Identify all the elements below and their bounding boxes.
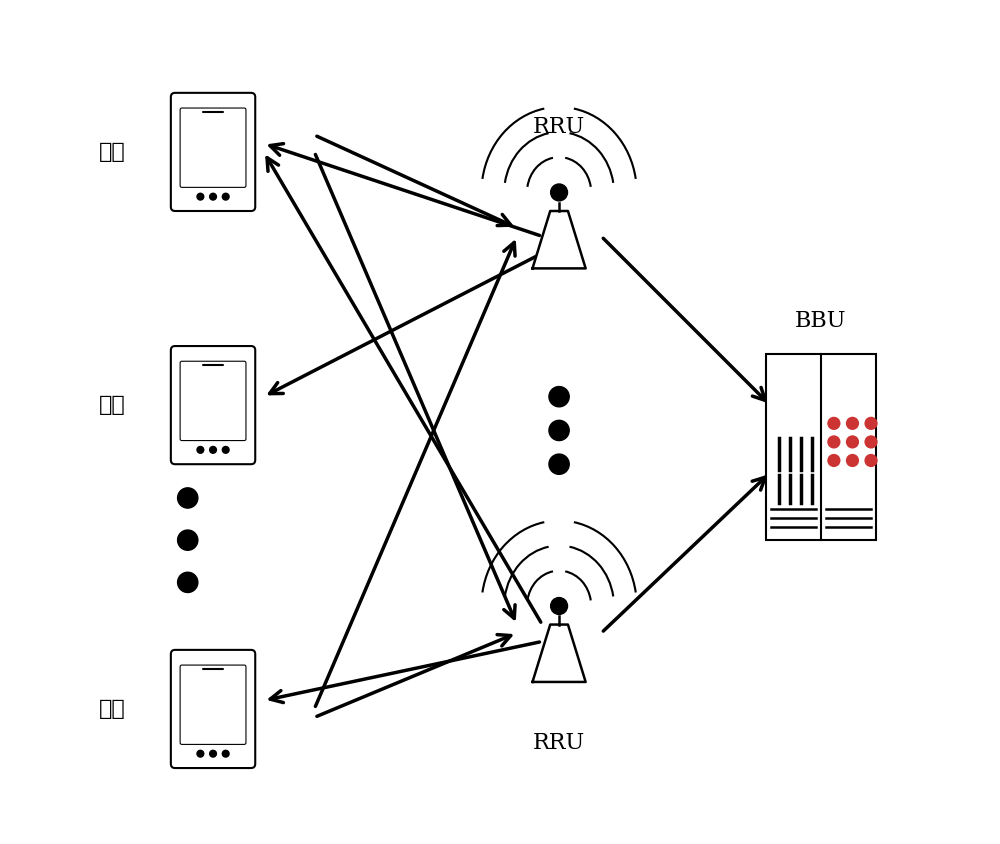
Polygon shape xyxy=(532,211,586,268)
FancyBboxPatch shape xyxy=(171,93,255,211)
Circle shape xyxy=(210,193,216,200)
Circle shape xyxy=(828,436,840,448)
FancyBboxPatch shape xyxy=(180,361,246,441)
Circle shape xyxy=(210,446,216,453)
Text: 终端: 终端 xyxy=(98,142,125,162)
Circle shape xyxy=(828,455,840,467)
Circle shape xyxy=(549,387,569,407)
Bar xyxy=(766,354,876,540)
Circle shape xyxy=(865,455,877,467)
Circle shape xyxy=(865,418,877,430)
Circle shape xyxy=(222,446,229,453)
Polygon shape xyxy=(532,625,586,682)
Circle shape xyxy=(197,750,204,757)
FancyBboxPatch shape xyxy=(180,665,246,744)
Circle shape xyxy=(847,418,858,430)
Circle shape xyxy=(828,418,840,430)
Circle shape xyxy=(549,420,569,441)
Circle shape xyxy=(549,454,569,474)
Text: 终端: 终端 xyxy=(98,395,125,415)
Circle shape xyxy=(210,750,216,757)
Text: RRU: RRU xyxy=(533,116,585,138)
Text: BBU: BBU xyxy=(795,310,846,332)
FancyBboxPatch shape xyxy=(171,650,255,768)
Circle shape xyxy=(847,455,858,467)
Circle shape xyxy=(865,436,877,448)
Circle shape xyxy=(551,184,568,201)
Circle shape xyxy=(197,446,204,453)
Circle shape xyxy=(197,193,204,200)
Circle shape xyxy=(178,530,198,550)
Circle shape xyxy=(222,193,229,200)
Circle shape xyxy=(847,436,858,448)
Text: RRU: RRU xyxy=(533,732,585,754)
Text: 终端: 终端 xyxy=(98,699,125,719)
Circle shape xyxy=(178,488,198,508)
FancyBboxPatch shape xyxy=(180,108,246,187)
Circle shape xyxy=(178,572,198,592)
FancyBboxPatch shape xyxy=(171,346,255,464)
Circle shape xyxy=(551,598,568,614)
Circle shape xyxy=(222,750,229,757)
